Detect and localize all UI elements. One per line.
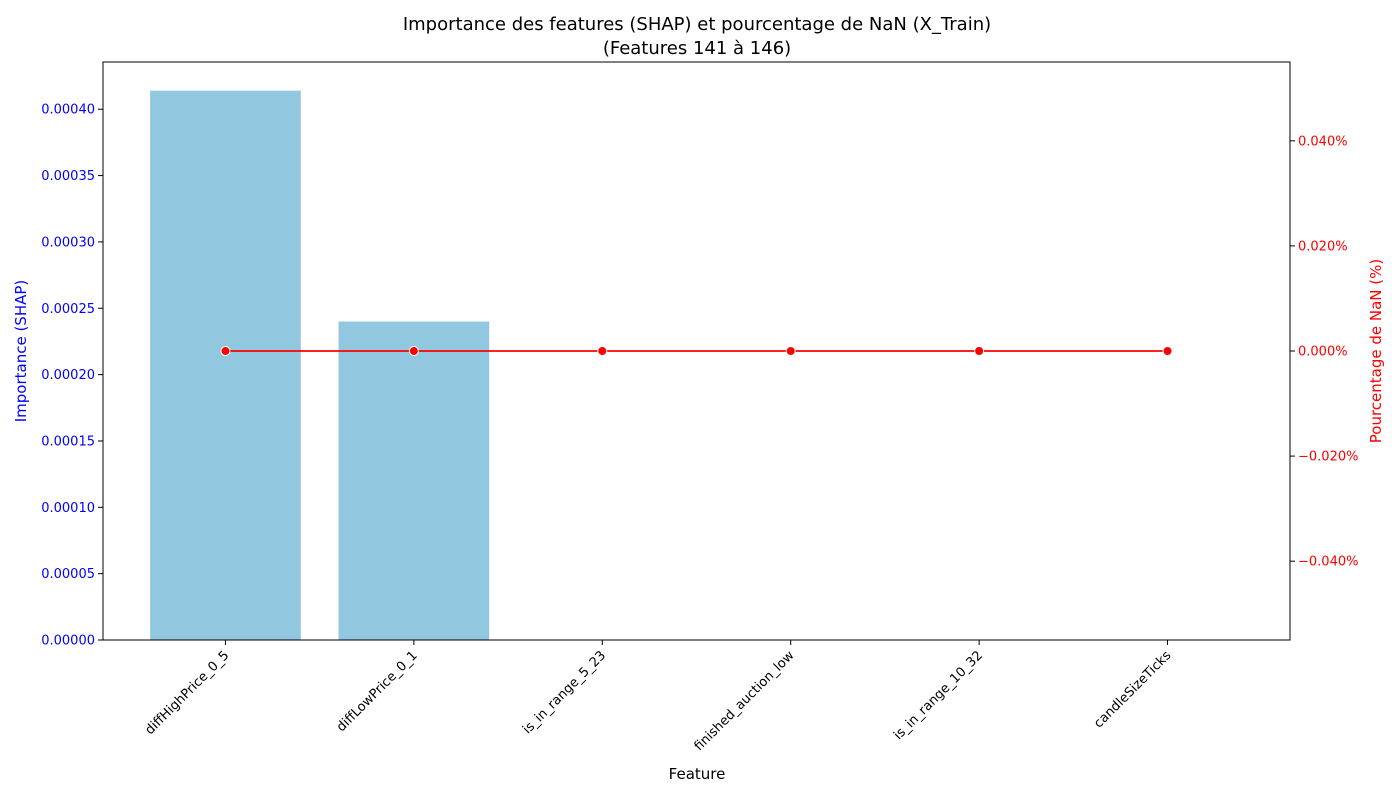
nan-line-series bbox=[220, 346, 1173, 356]
x-tick-label: diffLowPrice_0_1 bbox=[334, 648, 421, 735]
left-y-tick-label: 0.00030 bbox=[41, 235, 95, 250]
left-y-tick-label: 0.00020 bbox=[41, 368, 95, 383]
right-y-tick-label: 0.040% bbox=[1298, 134, 1348, 149]
nan-point-is_in_range_5_23 bbox=[597, 346, 608, 356]
x-axis-label: Feature bbox=[669, 765, 726, 783]
chart-title-line2: (Features 141 à 146) bbox=[603, 38, 791, 59]
left-y-axis-label: Importance (SHAP) bbox=[12, 280, 30, 423]
left-y-tick-label: 0.00000 bbox=[41, 634, 95, 649]
x-tick-label: candleSizeTicks bbox=[1091, 648, 1174, 731]
right-y-tick-label: 0.000% bbox=[1298, 345, 1348, 360]
left-y-tick-label: 0.00025 bbox=[41, 302, 95, 317]
x-tick-label: is_in_range_5_23 bbox=[520, 648, 609, 737]
nan-point-is_in_range_10_32 bbox=[974, 346, 985, 356]
right-y-tick-label: −0.040% bbox=[1298, 555, 1358, 570]
x-axis: diffHighPrice_0_5 diffLowPrice_0_1 is_in_r… bbox=[143, 640, 1175, 754]
bar-diffHighPrice_0_5 bbox=[150, 90, 301, 641]
x-tick-label: is_in_range_10_32 bbox=[891, 648, 986, 743]
right-y-tick-label: 0.020% bbox=[1298, 239, 1348, 254]
left-y-tick-label: 0.00015 bbox=[41, 434, 95, 449]
x-tick-label: finished_auction_low bbox=[692, 648, 798, 754]
nan-point-diffHighPrice_0_5 bbox=[220, 346, 231, 356]
right-y-axis: −0.040% −0.020% 0.000% 0.020% 0.040% bbox=[1290, 134, 1358, 570]
left-y-tick-label: 0.00005 bbox=[41, 567, 95, 582]
chart-title-line1: Importance des features (SHAP) et pource… bbox=[403, 14, 991, 35]
right-y-axis-label: Pourcentage de NaN (%) bbox=[1367, 259, 1385, 443]
nan-point-candleSizeTicks bbox=[1162, 346, 1173, 356]
left-y-tick-label: 0.00040 bbox=[41, 103, 95, 118]
nan-point-diffLowPrice_0_1 bbox=[408, 346, 419, 356]
left-y-tick-label: 0.00035 bbox=[41, 169, 95, 184]
bar-diffLowPrice_0_1 bbox=[338, 321, 490, 640]
left-y-tick-label: 0.00010 bbox=[41, 501, 95, 516]
left-y-axis: 0.00000 0.00005 0.00010 0.00015 0.00020 0.000… bbox=[41, 103, 103, 649]
bar-series bbox=[150, 90, 490, 641]
x-tick-label: diffHighPrice_0_5 bbox=[143, 648, 233, 738]
nan-point-finished_auction_low bbox=[785, 346, 796, 356]
plot-frame bbox=[102, 61, 1291, 641]
right-y-tick-label: −0.020% bbox=[1298, 450, 1358, 465]
